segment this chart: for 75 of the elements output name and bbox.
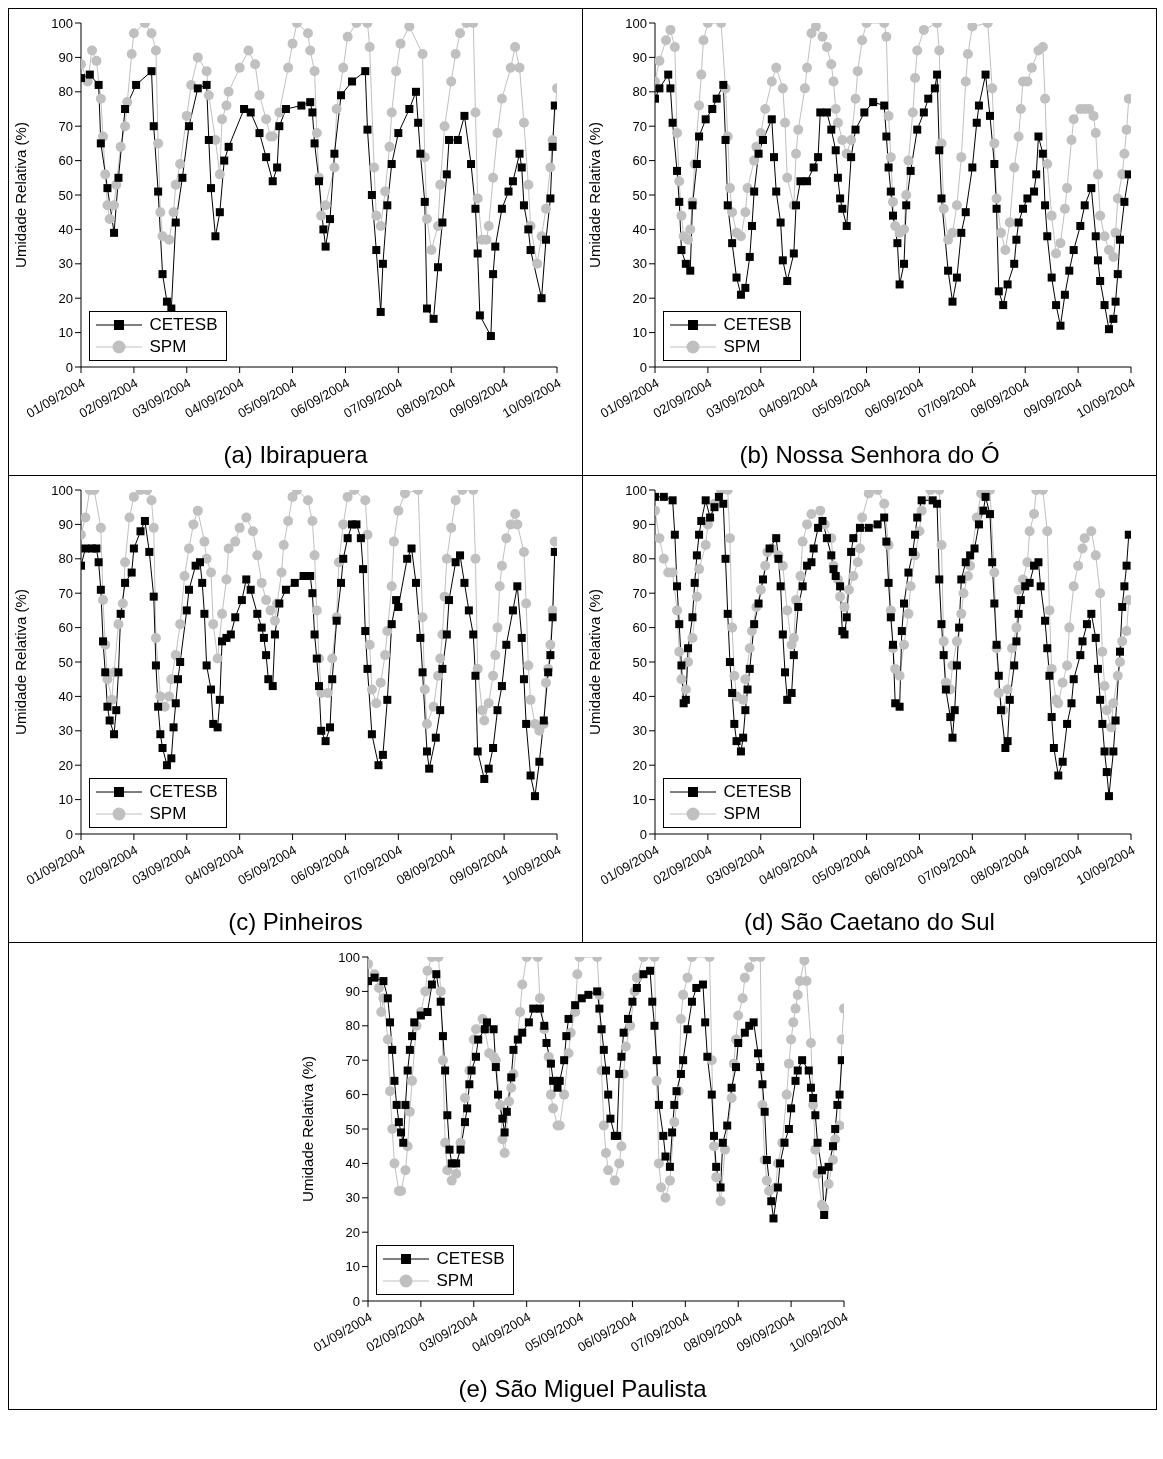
y-axis-title: Umidade Relativa (%) xyxy=(11,122,29,268)
y-tick-label: 50 xyxy=(632,654,647,670)
y-tick-label: 20 xyxy=(345,1224,360,1240)
y-tick-label: 30 xyxy=(58,723,73,739)
y-tick-label: 20 xyxy=(632,290,647,306)
y-tick-label: 40 xyxy=(632,222,647,238)
legend-label: SPM xyxy=(436,1271,474,1291)
y-tick-label: 10 xyxy=(58,792,73,808)
y-tick-label: 70 xyxy=(58,585,73,601)
legend-label: CETESB xyxy=(149,315,218,335)
y-tick-label: 100 xyxy=(624,15,647,31)
y-tick-label: 0 xyxy=(639,826,647,842)
text: (d) São Caetano do Sul xyxy=(743,908,996,936)
y-axis-title: Umidade Relativa (%) xyxy=(585,589,603,735)
legend-label: SPM xyxy=(149,804,187,824)
y-tick-label: 90 xyxy=(632,50,647,66)
text: (a) Ibirapuera xyxy=(222,441,369,469)
y-tick-label: 90 xyxy=(632,517,647,533)
y-tick-label: 0 xyxy=(65,359,73,375)
y-tick-label: 40 xyxy=(58,689,73,705)
y-axis-title: Umidade Relativa (%) xyxy=(298,1056,316,1202)
y-tick-label: 70 xyxy=(632,585,647,601)
y-tick-label: 20 xyxy=(58,290,73,306)
y-tick-label: 50 xyxy=(632,187,647,203)
y-tick-label: 0 xyxy=(352,1293,360,1309)
legend-label: CETESB xyxy=(436,1249,505,1269)
y-tick-label: 60 xyxy=(58,620,73,636)
y-tick-label: 30 xyxy=(345,1190,360,1206)
y-tick-label: 20 xyxy=(632,757,647,773)
y-tick-label: 60 xyxy=(632,153,647,169)
y-tick-label: 20 xyxy=(58,757,73,773)
y-tick-label: 80 xyxy=(58,551,73,567)
y-tick-label: 50 xyxy=(345,1121,360,1137)
y-tick-label: 30 xyxy=(632,256,647,272)
y-tick-label: 0 xyxy=(639,359,647,375)
y-axis-title: Umidade Relativa (%) xyxy=(11,589,29,735)
y-tick-label: 0 xyxy=(65,826,73,842)
legend-label: SPM xyxy=(149,337,187,357)
text: (c) Pinheiros xyxy=(227,908,364,936)
text: (b) Nossa Senhora do Ó xyxy=(738,441,1001,469)
y-tick-label: 10 xyxy=(345,1259,360,1275)
y-tick-label: 80 xyxy=(632,551,647,567)
y-tick-label: 70 xyxy=(58,118,73,134)
y-tick-label: 40 xyxy=(345,1156,360,1172)
y-tick-label: 100 xyxy=(50,482,73,498)
y-tick-label: 10 xyxy=(58,325,73,341)
y-tick-label: 100 xyxy=(337,949,360,965)
legend-label: SPM xyxy=(723,804,761,824)
y-tick-label: 100 xyxy=(50,15,73,31)
y-tick-label: 40 xyxy=(632,689,647,705)
y-tick-label: 40 xyxy=(58,222,73,238)
y-tick-label: 80 xyxy=(345,1018,360,1034)
y-tick-label: 60 xyxy=(58,153,73,169)
legend-label: CETESB xyxy=(149,782,218,802)
y-tick-label: 60 xyxy=(632,620,647,636)
legend-label: SPM xyxy=(723,337,761,357)
y-tick-label: 30 xyxy=(58,256,73,272)
y-tick-label: 90 xyxy=(345,984,360,1000)
y-tick-label: 50 xyxy=(58,654,73,670)
y-tick-label: 50 xyxy=(58,187,73,203)
text: (e) São Miguel Paulista xyxy=(457,1375,708,1403)
y-tick-label: 80 xyxy=(58,84,73,100)
y-tick-label: 80 xyxy=(632,84,647,100)
y-tick-label: 90 xyxy=(58,517,73,533)
legend-label: CETESB xyxy=(723,315,792,335)
y-tick-label: 10 xyxy=(632,792,647,808)
y-tick-label: 70 xyxy=(632,118,647,134)
y-tick-label: 90 xyxy=(58,50,73,66)
y-tick-label: 30 xyxy=(632,723,647,739)
y-tick-label: 60 xyxy=(345,1087,360,1103)
y-tick-label: 10 xyxy=(632,325,647,341)
y-tick-label: 70 xyxy=(345,1052,360,1068)
y-axis-title: Umidade Relativa (%) xyxy=(585,122,603,268)
legend-label: CETESB xyxy=(723,782,792,802)
y-tick-label: 100 xyxy=(624,482,647,498)
